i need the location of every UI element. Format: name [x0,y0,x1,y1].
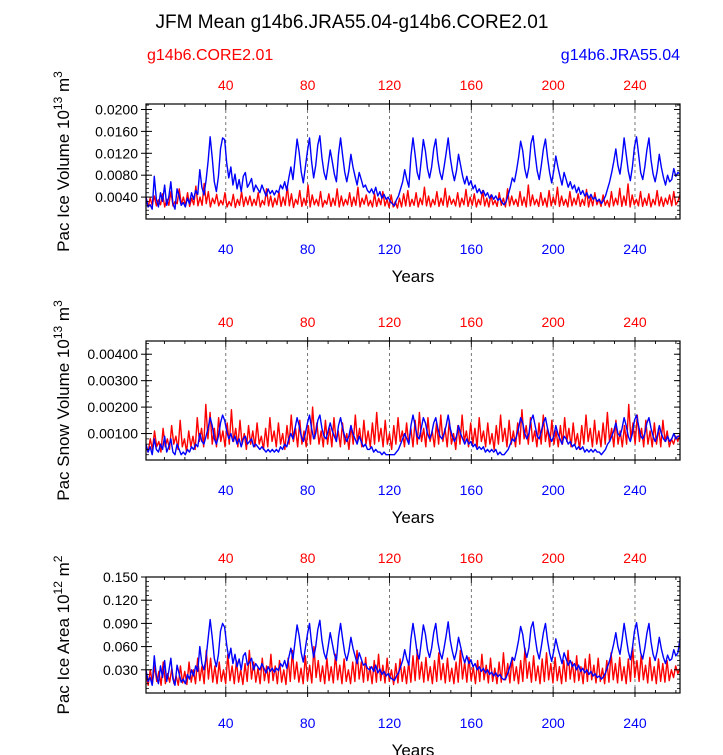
y-axis-label: Pac Ice Area 1012 m2 [51,555,73,714]
chart-panel-3: 0.030 0.060 0.090 0.120 0.150 40 40 80 80 120 120 1… [51,550,681,755]
x-tick-label-bottom: 80 [300,715,316,731]
x-tick-label-bottom: 200 [541,482,565,498]
y-axis-label: Pac Snow Volume 1013 m3 [51,300,73,501]
x-axis-label: Years [392,741,435,755]
x-tick-label-top: 40 [218,314,234,330]
series-line-core [145,645,681,686]
series-line-core [145,182,681,209]
x-tick-label-bottom: 80 [300,482,316,498]
y-tick-label: 0.030 [103,662,138,678]
x-tick-label-bottom: 240 [623,482,647,498]
y-tick-label: 0.0200 [95,101,138,117]
y-tick-label: 0.060 [103,639,138,655]
y-tick-label: 0.090 [103,615,138,631]
y-tick-label: 0.120 [103,592,138,608]
x-tick-label-top: 160 [460,314,484,330]
plot-frame [145,340,681,461]
series-line-jra [145,618,681,686]
figure-title: JFM Mean g14b6.JRA55.04-g14b6.CORE2.01 [156,12,549,33]
y-tick-label: 0.00100 [87,426,138,442]
y-tick-label: 0.00200 [87,399,138,415]
x-tick-label-top: 80 [300,550,316,566]
x-tick-label-bottom: 120 [378,482,402,498]
x-tick-label-bottom: 200 [541,241,565,257]
x-tick-label-bottom: 240 [623,715,647,731]
chart-panel-2: 0.00100 0.00200 0.00300 0.00400 40 40 80 80 120 1… [51,300,681,527]
x-tick-label-top: 160 [460,550,484,566]
x-tick-label-top: 200 [541,314,565,330]
y-tick-label: 0.0160 [95,123,138,139]
x-tick-label-bottom: 80 [300,241,316,257]
plot-frame [145,103,681,220]
y-tick-label: 0.150 [103,569,138,585]
x-tick-label-bottom: 240 [623,241,647,257]
x-tick-label-bottom: 200 [541,715,565,731]
x-axis-label: Years [392,267,435,286]
x-tick-label-top: 120 [378,550,402,566]
y-tick-label: 0.0040 [95,189,138,205]
x-tick-label-bottom: 160 [460,715,484,731]
chart-panels: 0.0040 0.0080 0.0120 0.0160 0.0200 40 40 80 80 12… [51,71,681,755]
x-tick-label-bottom: 40 [218,241,234,257]
plot-frame [145,576,681,694]
legend-right-label: g14b6.JRA55.04 [561,47,680,64]
x-tick-label-top: 160 [460,77,484,93]
x-tick-label-top: 200 [541,550,565,566]
series-line-jra [145,414,680,456]
x-tick-label-top: 120 [378,314,402,330]
y-tick-label: 0.00400 [87,346,138,362]
series-line-jra [145,135,681,210]
y-tick-label: 0.00300 [87,373,138,389]
x-tick-label-bottom: 120 [378,715,402,731]
chart-panel-1: 0.0040 0.0080 0.0120 0.0160 0.0200 40 40 80 80 12… [51,71,681,286]
x-tick-label-top: 200 [541,77,565,93]
x-axis-label: Years [392,508,435,527]
x-tick-label-top: 40 [218,550,234,566]
x-tick-label-bottom: 40 [218,715,234,731]
x-tick-label-bottom: 160 [460,482,484,498]
x-tick-label-top: 40 [218,77,234,93]
x-tick-label-top: 240 [623,550,647,566]
y-tick-label: 0.0120 [95,145,138,161]
legend-left-label: g14b6.CORE2.01 [147,47,273,64]
x-tick-label-top: 240 [623,314,647,330]
x-tick-label-top: 80 [300,77,316,93]
x-tick-label-top: 240 [623,77,647,93]
x-tick-label-top: 120 [378,77,402,93]
x-tick-label-bottom: 120 [378,241,402,257]
x-tick-label-bottom: 40 [218,482,234,498]
x-tick-label-bottom: 160 [460,241,484,257]
y-axis-label: Pac Ice Volume 1013 m3 [51,71,73,252]
series-line-core [145,403,681,453]
x-tick-label-top: 80 [300,314,316,330]
y-tick-label: 0.0080 [95,167,138,183]
